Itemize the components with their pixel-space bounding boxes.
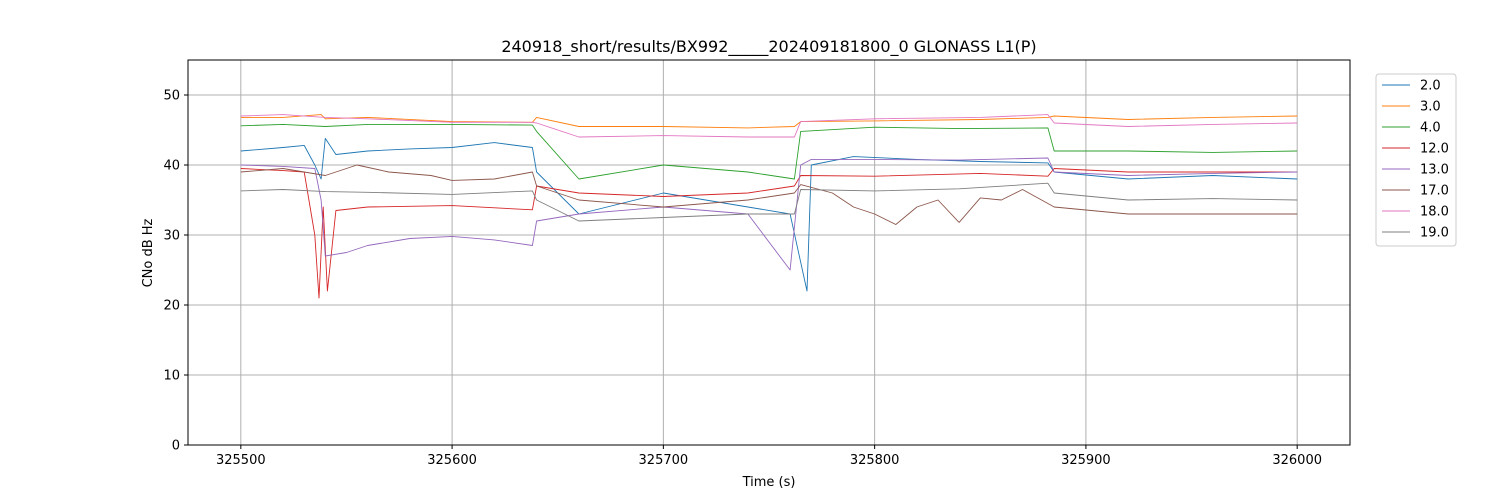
x-tick-label: 325700: [639, 453, 689, 468]
legend-label: 3.0: [1420, 100, 1441, 115]
legend-label: 12.0: [1420, 142, 1449, 157]
series-line-12.0: [240, 168, 1298, 299]
y-tick-label: 0: [172, 439, 180, 454]
legend-label: 4.0: [1420, 121, 1441, 136]
legend-label: 19.0: [1420, 226, 1449, 241]
series-layer: [240, 114, 1298, 299]
plot-frame: [187, 59, 1351, 446]
y-tick-label: 40: [163, 159, 180, 174]
chart-title: 240918_short/results/BX992_____202409181…: [501, 37, 1036, 57]
series-line-4.0: [240, 123, 1298, 180]
x-tick-label: 325600: [427, 453, 477, 468]
legend-frame: [1375, 73, 1457, 247]
series-line-13.0: [240, 157, 1298, 271]
x-axis: 325500 325600 325700 325800 325900 326000: [216, 445, 1322, 468]
y-tick-label: 10: [163, 369, 180, 384]
legend-label: 17.0: [1420, 184, 1449, 199]
y-axis: 0 10 20 30 40 50: [163, 89, 188, 454]
y-tick-label: 50: [163, 89, 180, 104]
legend: 2.0 3.0 4.0 12.0 13.0 17.0 18.0 19.0: [1375, 73, 1457, 247]
x-tick-label: 325900: [1061, 453, 1111, 468]
y-axis-label: CNo dB Hz: [141, 218, 156, 287]
x-tick-label: 326000: [1272, 453, 1322, 468]
legend-label: 18.0: [1420, 205, 1449, 220]
series-line-19.0: [240, 182, 1298, 222]
x-tick-label: 325800: [850, 453, 900, 468]
legend-label: 13.0: [1420, 163, 1449, 178]
x-axis-label: Time (s): [742, 475, 796, 490]
series-line-3.0: [240, 114, 1298, 129]
y-tick-label: 30: [163, 229, 180, 244]
series-line-17.0: [240, 164, 1298, 225]
y-tick-label: 20: [163, 299, 180, 314]
series-line-18.0: [240, 114, 1298, 138]
legend-label: 2.0: [1420, 79, 1441, 94]
x-tick-label: 325500: [216, 453, 266, 468]
